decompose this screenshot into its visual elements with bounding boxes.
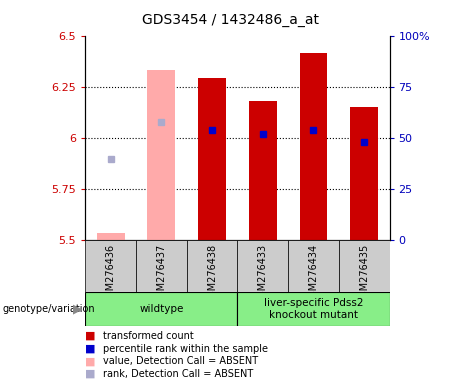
Bar [97, 233, 124, 240]
Bar [136, 240, 187, 292]
Text: ■: ■ [85, 331, 96, 341]
Bar [237, 292, 390, 326]
Text: rank, Detection Call = ABSENT: rank, Detection Call = ABSENT [103, 369, 253, 379]
Text: genotype/variation: genotype/variation [2, 304, 95, 314]
Bar [148, 70, 175, 240]
Text: GSM276436: GSM276436 [106, 244, 116, 303]
Text: GDS3454 / 1432486_a_at: GDS3454 / 1432486_a_at [142, 13, 319, 27]
Text: ■: ■ [85, 369, 96, 379]
Text: value, Detection Call = ABSENT: value, Detection Call = ABSENT [103, 356, 258, 366]
Text: ■: ■ [85, 344, 96, 354]
Bar [288, 240, 339, 292]
Bar [187, 240, 237, 292]
Bar [198, 78, 226, 240]
Text: GSM276438: GSM276438 [207, 244, 217, 303]
Bar [237, 240, 288, 292]
Text: ■: ■ [85, 356, 96, 366]
Text: GSM276437: GSM276437 [156, 244, 166, 303]
Bar [85, 240, 136, 292]
Text: wildtype: wildtype [139, 304, 183, 314]
Text: liver-specific Pdss2
knockout mutant: liver-specific Pdss2 knockout mutant [264, 298, 363, 320]
Bar [300, 53, 327, 240]
Bar [249, 101, 277, 240]
Bar [85, 292, 237, 326]
Bar [339, 240, 390, 292]
Text: GSM276434: GSM276434 [308, 244, 319, 303]
Bar [350, 107, 378, 240]
Text: transformed count: transformed count [103, 331, 194, 341]
Text: ▶: ▶ [73, 303, 82, 316]
Text: percentile rank within the sample: percentile rank within the sample [103, 344, 268, 354]
Text: GSM276435: GSM276435 [359, 244, 369, 303]
Text: GSM276433: GSM276433 [258, 244, 268, 303]
